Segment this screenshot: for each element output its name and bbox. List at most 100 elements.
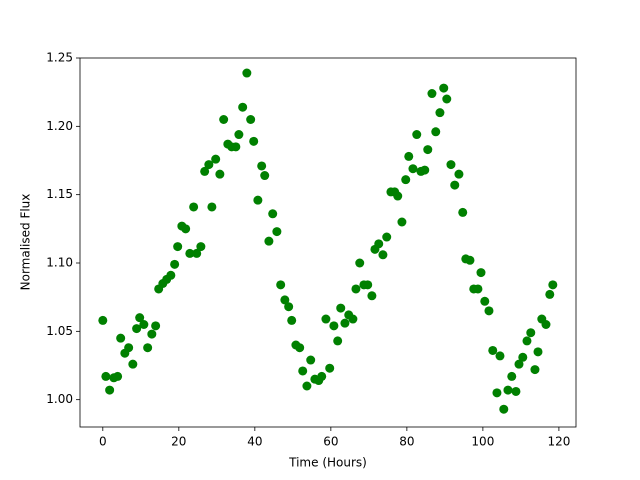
- point: [378, 250, 388, 260]
- point: [431, 127, 441, 137]
- point: [264, 236, 274, 246]
- point: [333, 336, 343, 346]
- point: [458, 207, 468, 217]
- point: [170, 259, 180, 269]
- point: [397, 217, 407, 227]
- point: [151, 321, 161, 331]
- point: [404, 151, 414, 161]
- x-axis-label: Time (Hours): [288, 456, 367, 470]
- point: [374, 239, 384, 249]
- point: [355, 258, 365, 268]
- point: [246, 115, 256, 124]
- point: [511, 386, 521, 396]
- point: [306, 355, 316, 365]
- point: [336, 303, 346, 313]
- point: [325, 363, 335, 373]
- point: [507, 371, 517, 381]
- point: [465, 255, 475, 265]
- point: [363, 280, 373, 290]
- y-axis-label: Normalised Flux: [19, 194, 33, 291]
- y-tick-label: 1.15: [46, 187, 73, 201]
- point: [514, 359, 524, 369]
- point: [439, 83, 449, 93]
- point: [412, 130, 422, 140]
- point: [280, 295, 290, 305]
- point: [139, 320, 149, 329]
- point: [185, 248, 195, 258]
- point: [231, 142, 241, 152]
- point: [435, 108, 445, 118]
- point: [253, 195, 263, 205]
- point: [276, 280, 286, 290]
- point: [257, 161, 267, 171]
- point: [181, 224, 191, 234]
- point: [200, 166, 210, 176]
- x-tick-label: 0: [99, 435, 107, 449]
- point: [135, 313, 145, 323]
- point: [530, 365, 540, 375]
- point: [484, 306, 494, 316]
- point: [526, 328, 536, 338]
- point: [329, 321, 339, 331]
- point: [204, 160, 214, 170]
- point: [503, 385, 513, 395]
- point: [473, 284, 483, 294]
- point: [101, 371, 111, 381]
- point: [450, 180, 460, 190]
- point: [166, 270, 176, 280]
- point: [260, 171, 270, 181]
- point: [147, 329, 157, 339]
- point: [446, 160, 456, 170]
- point: [268, 209, 278, 219]
- point: [238, 102, 248, 112]
- point: [196, 242, 206, 252]
- x-tick-label: 60: [323, 435, 338, 449]
- point: [284, 302, 294, 312]
- point: [340, 318, 350, 328]
- point: [495, 351, 505, 361]
- point: [518, 352, 528, 362]
- point: [423, 145, 433, 155]
- x-tick-label: 20: [171, 435, 186, 449]
- point: [215, 169, 225, 179]
- point: [367, 291, 377, 301]
- point: [476, 268, 486, 278]
- point: [113, 371, 123, 381]
- point: [219, 115, 229, 124]
- x-tick-label: 40: [247, 435, 262, 449]
- point: [287, 315, 297, 325]
- point: [192, 248, 202, 258]
- point: [321, 314, 331, 324]
- point: [393, 191, 403, 201]
- point: [548, 280, 558, 290]
- point: [533, 347, 543, 357]
- point: [317, 371, 327, 381]
- point: [401, 175, 411, 185]
- point: [189, 202, 199, 212]
- point: [116, 333, 126, 343]
- point: [302, 381, 312, 391]
- point: [207, 202, 217, 212]
- y-tick-label: 1.05: [46, 324, 73, 338]
- y-tick-label: 1.20: [46, 119, 73, 133]
- point: [211, 154, 221, 164]
- point: [105, 385, 115, 395]
- point: [545, 289, 555, 299]
- point: [522, 336, 532, 346]
- point: [420, 165, 430, 175]
- point: [98, 315, 108, 325]
- y-tick-label: 1.25: [46, 51, 73, 65]
- point: [128, 359, 138, 369]
- point: [272, 227, 282, 237]
- point: [348, 314, 358, 324]
- point: [454, 169, 464, 179]
- x-tick-label: 120: [547, 435, 570, 449]
- point: [351, 284, 361, 294]
- point: [295, 343, 305, 353]
- point: [382, 232, 392, 242]
- point: [442, 94, 452, 104]
- point: [132, 324, 142, 334]
- point: [427, 89, 437, 99]
- x-tick-label: 80: [399, 435, 414, 449]
